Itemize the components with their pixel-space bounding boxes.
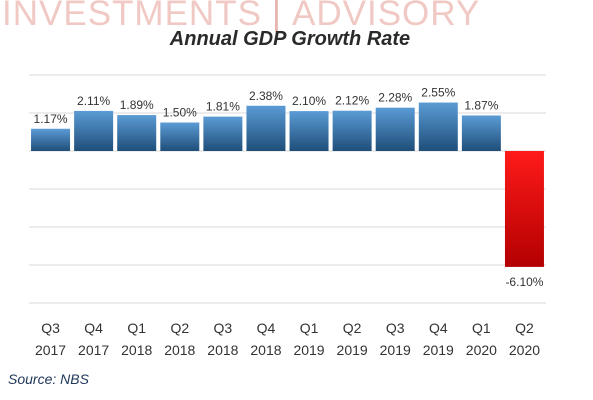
gridlines — [29, 74, 546, 304]
x-tick-quarter: Q1 — [127, 320, 146, 336]
bar — [246, 105, 286, 151]
x-tick-quarter: Q2 — [170, 320, 189, 336]
data-label: 2.28% — [378, 91, 412, 105]
x-tick-year: 2020 — [509, 342, 540, 358]
watermark: INVESTMENTS | ADVISORY — [2, 0, 522, 34]
x-tick-quarter: Q3 — [214, 320, 233, 336]
watermark-separator: | — [271, 0, 283, 33]
bar — [160, 122, 200, 151]
bar — [418, 102, 458, 151]
bar — [117, 115, 157, 151]
source-note: Source: NBS — [8, 371, 89, 387]
data-label: 1.89% — [120, 98, 154, 112]
watermark-right: ADVISORY — [292, 0, 481, 33]
data-label: 1.87% — [464, 98, 498, 112]
x-tick-year: 2019 — [293, 342, 324, 358]
data-label: 1.17% — [34, 112, 68, 126]
x-tick-quarter: Q3 — [386, 320, 405, 336]
x-tick-year: 2019 — [423, 342, 454, 358]
bar — [332, 110, 372, 151]
watermark-left: INVESTMENTS — [2, 0, 262, 33]
bar — [289, 111, 329, 151]
bars — [31, 102, 544, 267]
x-tick-year: 2019 — [337, 342, 368, 358]
x-tick-quarter: Q4 — [429, 320, 448, 336]
x-tick-year: 2018 — [164, 342, 195, 358]
data-label: 2.12% — [335, 94, 369, 108]
x-tick-quarter: Q2 — [343, 320, 362, 336]
x-tick-year: 2018 — [207, 342, 238, 358]
chart-title: Annual GDP Growth Rate — [169, 28, 411, 50]
x-tick-quarter: Q1 — [300, 320, 319, 336]
x-tick-quarter: Q4 — [84, 320, 103, 336]
data-label: -6.10% — [505, 275, 543, 289]
bar — [31, 128, 71, 151]
bar — [461, 115, 501, 151]
data-label: 2.55% — [421, 86, 455, 100]
bar — [74, 110, 114, 151]
data-label: 2.38% — [249, 89, 283, 103]
x-tick-labels: Q3 2017 Q4 2017 Q1 2018 Q2 2018 Q3 2018 Q4 2018 Q1 20… — [35, 320, 540, 358]
bar — [203, 116, 243, 151]
x-tick-quarter: Q3 — [41, 320, 60, 336]
x-tick-year: 2020 — [466, 342, 497, 358]
x-tick-year: 2019 — [380, 342, 411, 358]
x-tick-quarter: Q2 — [515, 320, 534, 336]
x-tick-year: 2018 — [121, 342, 152, 358]
data-label: 2.11% — [77, 94, 110, 108]
x-tick-year: 2018 — [250, 342, 281, 358]
data-label: 1.81% — [206, 100, 240, 114]
data-label: 2.10% — [292, 94, 326, 108]
data-label: 1.50% — [163, 106, 197, 120]
data-labels: 1.17% 2.11% 1.89% 1.50% 1.81% 2.38% 2.10% 2.12%… — [34, 86, 544, 289]
bar — [504, 151, 544, 267]
bar — [375, 107, 415, 151]
x-tick-quarter: Q1 — [472, 320, 491, 336]
x-tick-year: 2017 — [78, 342, 109, 358]
x-tick-year: 2017 — [35, 342, 66, 358]
x-tick-quarter: Q4 — [257, 320, 276, 336]
